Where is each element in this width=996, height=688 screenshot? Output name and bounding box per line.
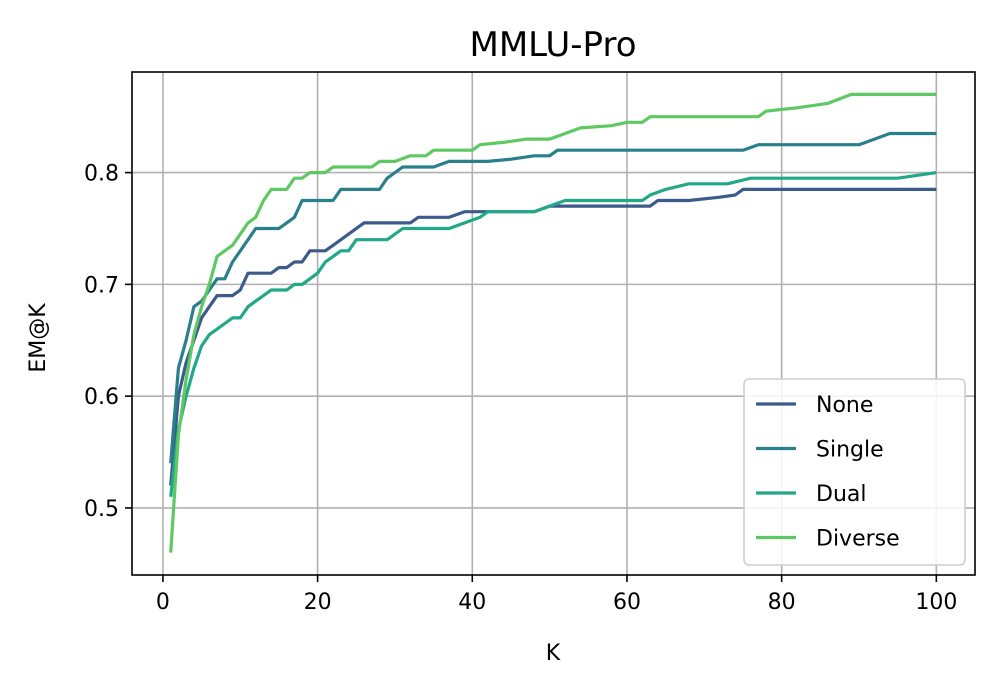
chart-title: MMLU-Pro (469, 25, 636, 65)
x-tick-label: 0 (156, 590, 170, 615)
series-lines (169, 92, 937, 553)
legend-label-diverse: Diverse (816, 527, 900, 552)
x-tick-label: 100 (915, 590, 957, 615)
legend-label-dual: Dual (816, 482, 866, 507)
y-tick-label: 0.8 (84, 162, 119, 187)
series-line-single (169, 131, 937, 464)
x-tick-label: 60 (613, 590, 641, 615)
y-tick-label: 0.6 (84, 385, 119, 410)
x-axis-label: K (546, 641, 561, 666)
legend: None Single Dual Diverse (743, 378, 966, 566)
legend-box (743, 378, 966, 566)
legend-label-single: Single (816, 438, 884, 463)
y-tick-label: 0.5 (84, 497, 119, 522)
series-line-diverse (169, 92, 937, 553)
grid (132, 72, 975, 575)
y-axis-label: EM@K (26, 303, 51, 373)
series-line-dual (169, 171, 937, 497)
y-tick-label: 0.7 (84, 273, 119, 298)
legend-label-none: None (816, 393, 873, 418)
series-line-none (169, 187, 937, 486)
x-tick-label: 80 (768, 590, 796, 615)
x-tick-label: 40 (458, 590, 486, 615)
axis-ticks: 0 20 40 60 80 100 0.5 0.6 0.7 0.8 (84, 162, 957, 615)
plot-frame (131, 71, 976, 576)
x-tick-label: 20 (304, 590, 332, 615)
